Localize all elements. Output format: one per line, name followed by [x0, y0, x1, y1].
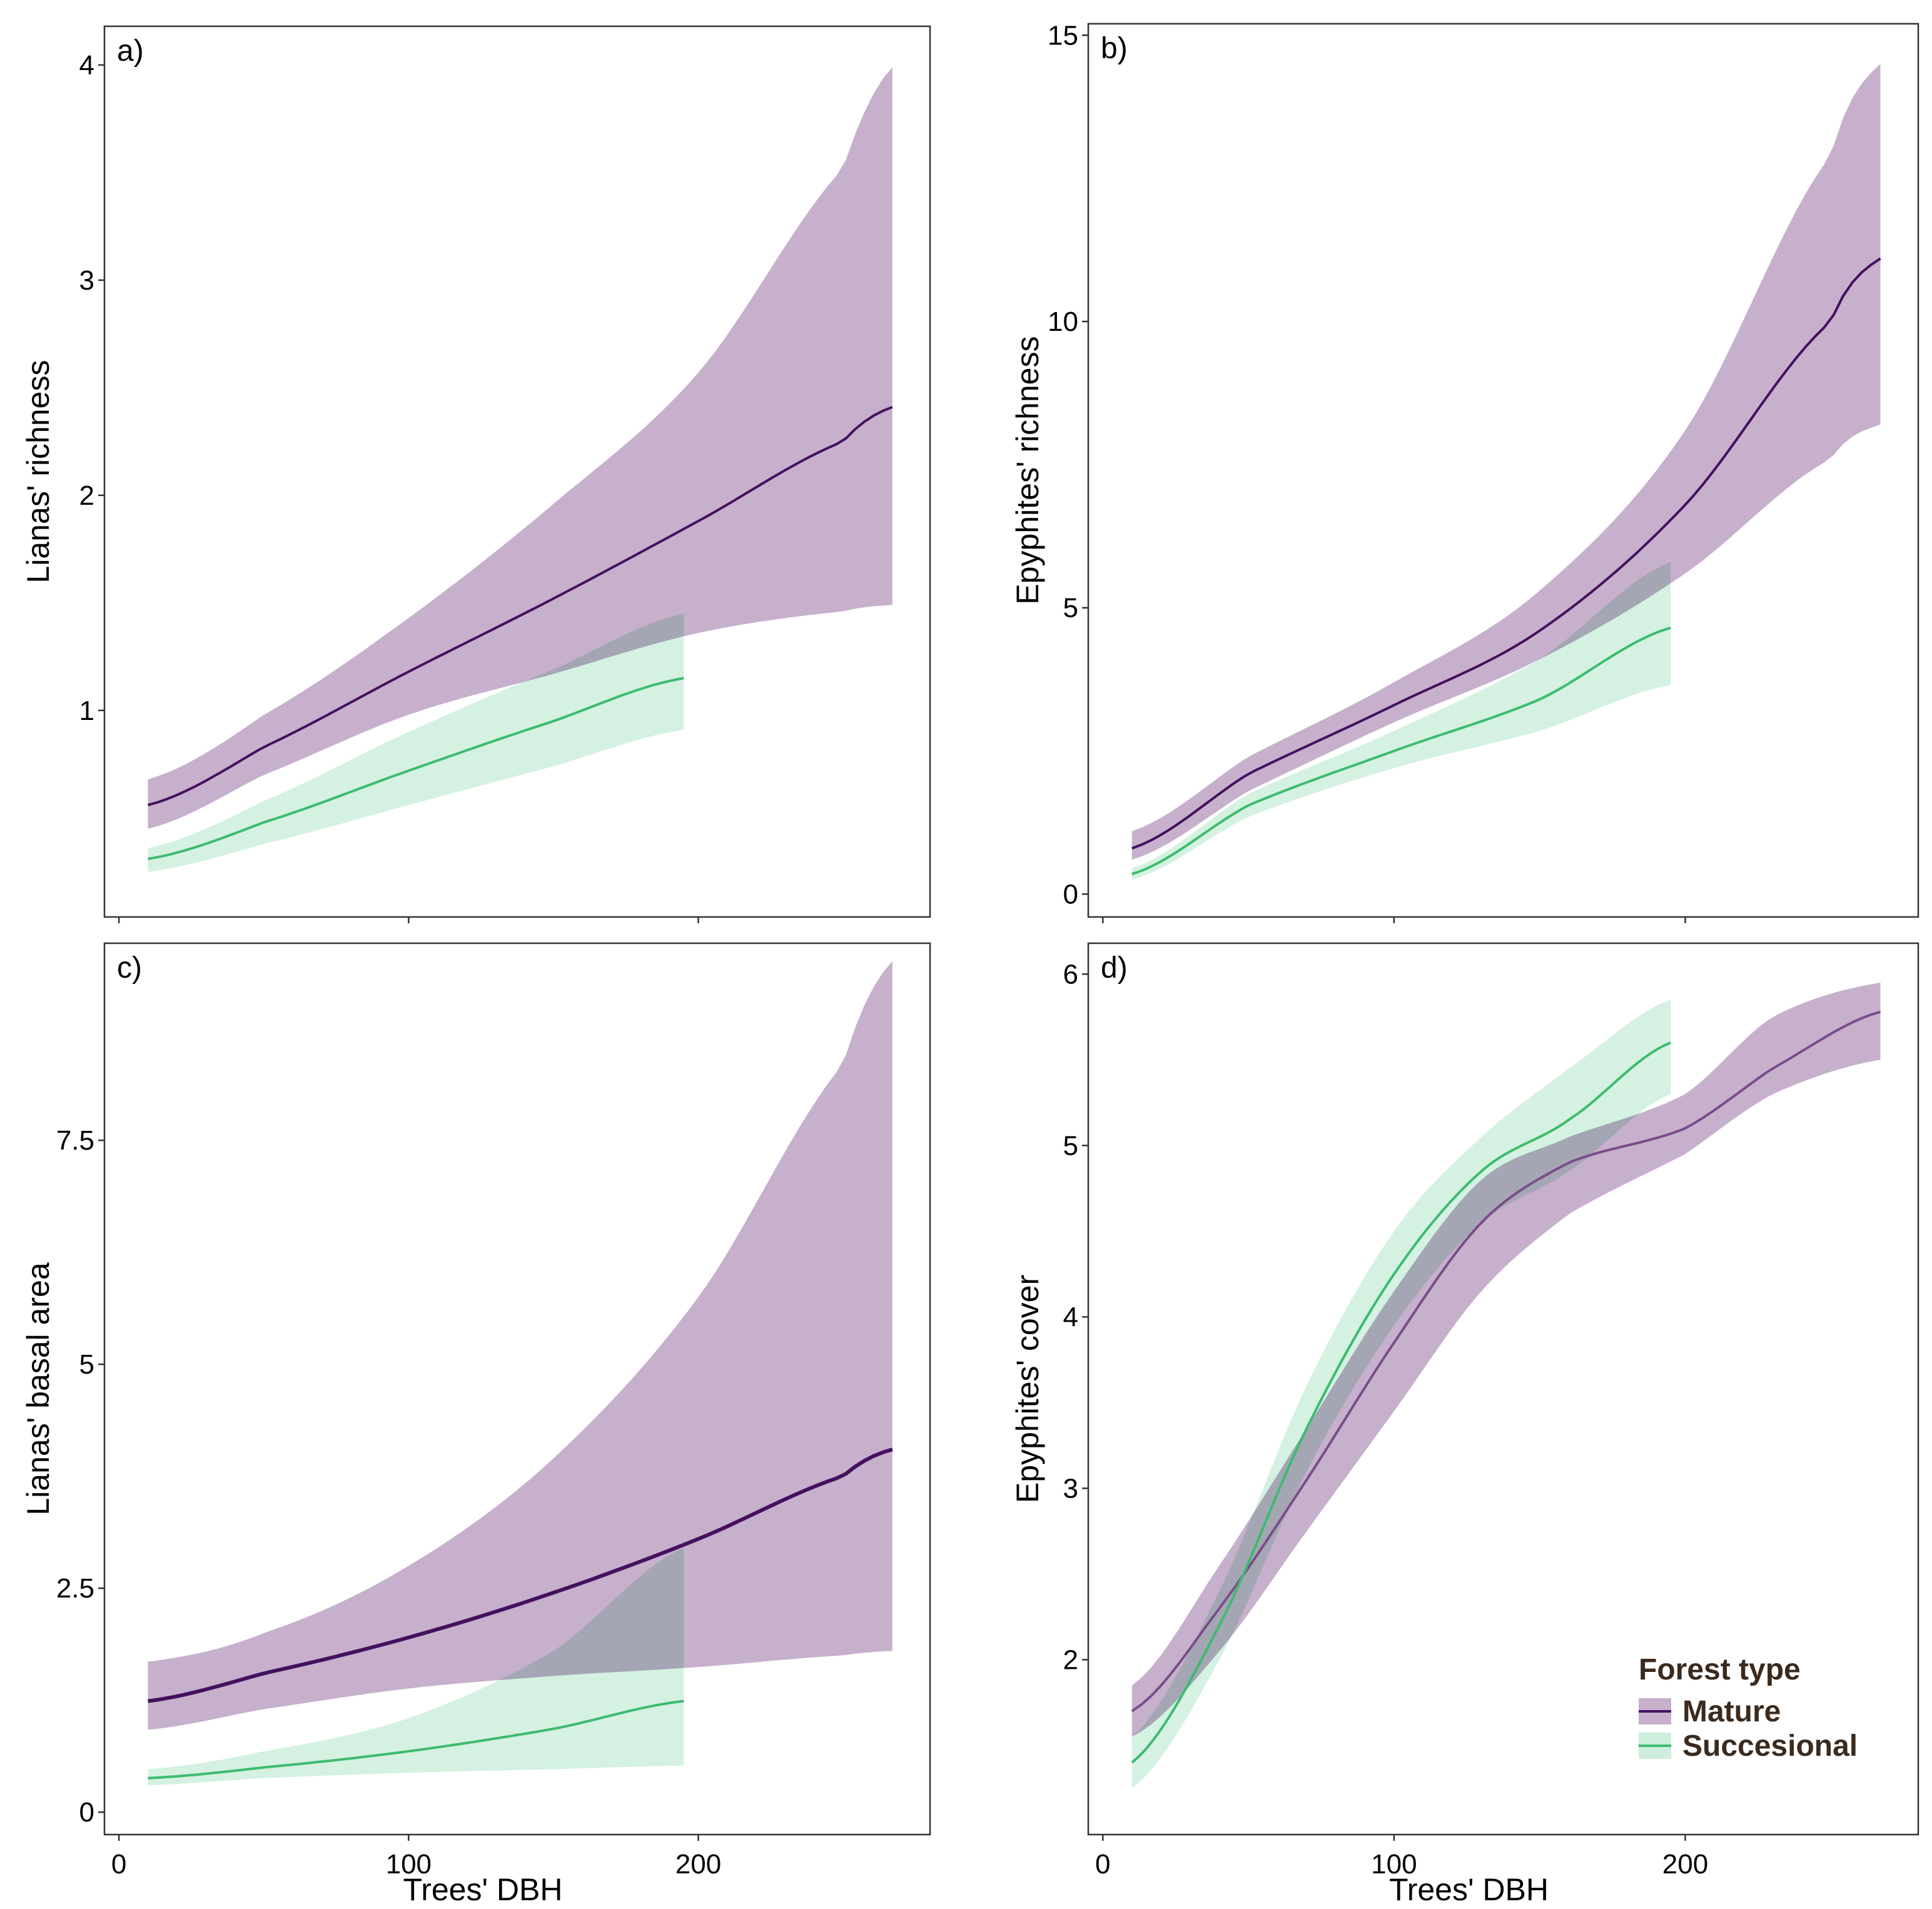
panel-tag: d)	[1101, 951, 1128, 985]
y-tick-label: 2	[1063, 1644, 1078, 1675]
plot-area	[1131, 983, 1881, 1788]
y-tick-label: 15	[1048, 20, 1078, 51]
ci-band-mature	[148, 67, 893, 829]
panel-tag: b)	[1101, 32, 1128, 65]
fit-line-succesional	[1131, 626, 1671, 876]
plot-area	[1131, 64, 1881, 880]
y-tick-label: 3	[79, 265, 94, 296]
y-tick-label: 3	[1063, 1473, 1078, 1504]
x-axis-label: Trees' DBH	[1389, 1872, 1549, 1907]
panel-b: 0 5 10 15 b) Epyphites' richness	[1010, 20, 1919, 923]
fit-line-succesional	[148, 1699, 684, 1780]
x-tick-label: 100	[1371, 1849, 1417, 1880]
legend-item-succesional: Succesional	[1639, 1729, 1858, 1763]
ci-band-mature	[1131, 64, 1881, 860]
panel-frame	[103, 25, 931, 918]
ci-band-succesional	[148, 614, 684, 872]
panel-frame	[1087, 23, 1919, 918]
y-axis-label: Lianas' richness	[21, 360, 56, 584]
y-tick-label: 7.5	[56, 1125, 94, 1156]
legend-label-succesional: Succesional	[1682, 1729, 1858, 1763]
fit-line-mature	[147, 405, 893, 807]
legend: Forest type Mature Succesional	[1639, 1653, 1858, 1763]
fit-line-succesional	[1131, 1041, 1672, 1764]
y-tick-label: 6	[1063, 959, 1078, 990]
y-tick-label: 5	[1063, 1130, 1078, 1161]
y-axis-label: Epyphites' cover	[1010, 1275, 1045, 1503]
fit-line-mature	[1131, 257, 1881, 850]
x-tick-label: 200	[1662, 1849, 1708, 1880]
plot-area	[147, 67, 893, 872]
legend-label-mature: Mature	[1682, 1695, 1781, 1728]
panel-frame	[1087, 942, 1919, 1836]
ci-band-succesional	[1131, 1000, 1671, 1788]
y-axis-label: Lianas' basal area	[21, 1262, 56, 1515]
y-tick-label: 2	[79, 480, 94, 511]
x-tick-label: 0	[1095, 1849, 1110, 1880]
fit-line-mature	[1131, 1010, 1881, 1713]
plot-area	[148, 961, 893, 1786]
y-axis-label: Epyphites' richness	[1010, 336, 1045, 604]
panel-a: 1 2 3 4 a) Lianas' richness	[21, 25, 931, 923]
y-tick-label: 1	[79, 696, 94, 726]
panel-d: 2 3 4 5 6 0 100 200 d) Epyphites' cover Trees' DBH	[1010, 942, 1919, 1907]
panels-layer: 1 2 3 4 a) Lianas' richness 0 5 10 15 b) Epyphites'…	[21, 20, 1919, 1907]
ci-band-succesional	[1131, 562, 1671, 880]
x-tick-label: 0	[111, 1849, 126, 1880]
y-tick-label: 0	[1063, 879, 1078, 909]
panel-tag: a)	[117, 34, 144, 68]
legend-title: Forest type	[1639, 1653, 1801, 1686]
y-tick-label: 4	[79, 50, 94, 81]
y-tick-label: 2.5	[56, 1573, 94, 1604]
y-tick-label: 4	[1063, 1302, 1078, 1332]
panel-c: 0 2.5 5 7.5 0 100 200 c) Lianas' basal area Trees…	[21, 942, 931, 1907]
x-tick-label: 100	[386, 1849, 432, 1880]
y-tick-label: 0	[79, 1797, 94, 1828]
fit-line-succesional	[148, 677, 684, 861]
y-tick-label: 5	[79, 1349, 94, 1380]
panel-tag: c)	[117, 951, 142, 985]
ci-band-succesional	[148, 1547, 684, 1786]
y-tick-label: 10	[1048, 306, 1078, 337]
legend-item-mature: Mature	[1639, 1695, 1781, 1728]
x-tick-label: 200	[675, 1849, 721, 1880]
y-tick-label: 5	[1063, 593, 1078, 624]
x-axis-label: Trees' DBH	[403, 1872, 563, 1907]
fit-line-mature	[148, 1447, 893, 1703]
panel-frame	[103, 942, 931, 1836]
